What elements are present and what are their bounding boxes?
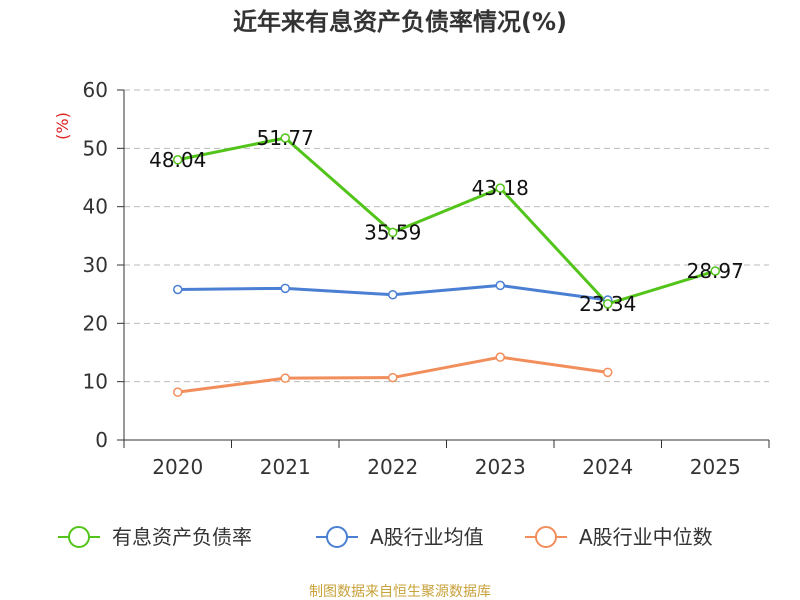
data-point: [495, 280, 505, 291]
legend-marker: [326, 526, 348, 548]
y-tick-label: 10: [83, 370, 108, 394]
legend-label: A股行业中位数: [579, 525, 713, 549]
grid-lines: [124, 89, 769, 383]
x-tick-label: 2023: [475, 455, 526, 479]
axes: [117, 89, 770, 448]
y-tick-labels: 0 10 20 30 40 50 60: [83, 78, 108, 452]
data-point: [603, 367, 613, 378]
data-point: [173, 387, 183, 397]
x-tick-label: 2022: [367, 455, 418, 479]
data-label: 28.97: [687, 259, 744, 283]
x-tick-label: 2020: [152, 455, 203, 479]
y-tick-label: 50: [83, 136, 108, 160]
data-label: 43.18: [472, 176, 529, 200]
legend-label: A股行业均值: [370, 525, 484, 549]
data-label: 48.04: [149, 148, 206, 172]
source-note: 制图数据来自恒生聚源数据库: [309, 584, 491, 600]
legend-item: 有息资产负债率: [58, 525, 252, 549]
data-labels: 48.04 51.77 35.59 43.18 23.34 28.97: [149, 126, 744, 316]
series-points: [173, 133, 720, 397]
data-point: [173, 155, 183, 165]
y-tick-label: 40: [83, 195, 108, 219]
data-point: [388, 290, 398, 300]
legend-label: 有息资产负债率: [112, 525, 252, 549]
data-point: [173, 284, 183, 295]
x-tick-label: 2024: [582, 455, 633, 479]
data-label: 35.59: [364, 220, 421, 244]
data-point: [388, 227, 398, 238]
y-tick-label: 0: [95, 428, 108, 452]
y-tick-label: 30: [83, 253, 108, 277]
x-tick-label: 2021: [260, 455, 311, 479]
x-tick-labels: 2020 2021 2022 2023 2024 2025: [152, 455, 740, 479]
legend-marker: [535, 526, 557, 548]
legend-item: A股行业均值: [316, 525, 484, 549]
data-point: [388, 372, 398, 383]
legend: 有息资产负债率 A股行业均值 A股行业中位数: [58, 525, 713, 549]
data-point: [495, 352, 505, 362]
data-label: 23.34: [579, 292, 636, 316]
legend-item: A股行业中位数: [525, 525, 713, 549]
y-tick-label: 60: [83, 78, 108, 102]
chart-title: 近年来有息资产负债率情况(%): [233, 8, 567, 36]
data-point: [495, 183, 505, 193]
data-point: [710, 266, 720, 276]
data-point: [603, 299, 613, 309]
series-line: [177, 136, 716, 306]
data-point: [280, 373, 290, 383]
y-tick-label: 20: [83, 311, 108, 335]
data-point: [280, 283, 290, 294]
data-point: [280, 133, 290, 143]
legend-marker: [68, 526, 90, 548]
data-label: 51.77: [257, 126, 314, 150]
x-tick-label: 2025: [690, 455, 741, 479]
y-axis-unit: (%): [53, 112, 72, 140]
